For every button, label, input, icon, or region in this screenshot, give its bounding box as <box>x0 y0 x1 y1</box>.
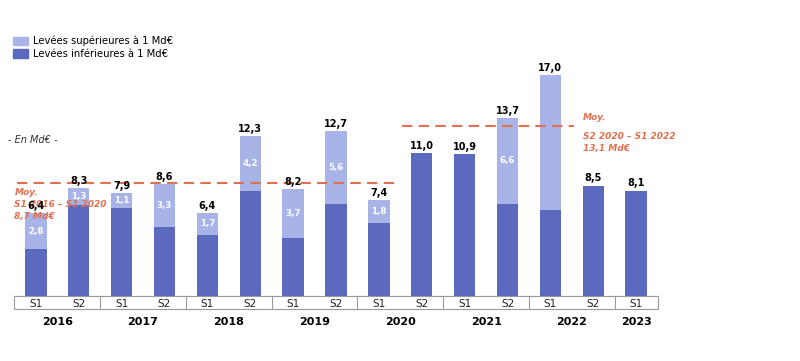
Text: S2 2020 – S1 2022: S2 2020 – S1 2022 <box>582 132 675 141</box>
Bar <box>239 191 261 296</box>
Text: Moy.: Moy. <box>582 113 606 122</box>
Text: 8,7 Md€: 8,7 Md€ <box>14 212 55 221</box>
Text: 1,8: 1,8 <box>371 207 386 216</box>
Bar <box>626 191 647 296</box>
Text: 8,5: 8,5 <box>585 173 602 183</box>
Bar <box>497 204 518 296</box>
Text: 1,3: 1,3 <box>71 192 86 201</box>
Bar <box>454 155 475 296</box>
Text: 4,2: 4,2 <box>242 159 258 168</box>
Text: 8,6: 8,6 <box>156 172 173 182</box>
Bar <box>540 210 561 296</box>
Text: 13,1 Md€: 13,1 Md€ <box>582 144 630 153</box>
Text: 1,7: 1,7 <box>200 219 215 229</box>
Bar <box>282 238 304 296</box>
Text: 6,6: 6,6 <box>500 156 515 165</box>
Text: 7,4: 7,4 <box>370 187 387 197</box>
Bar <box>326 204 346 296</box>
Text: 6,4: 6,4 <box>198 200 216 210</box>
Text: 10,9: 10,9 <box>453 142 477 152</box>
Text: S1 2016 – S1 2020: S1 2016 – S1 2020 <box>14 200 107 209</box>
Bar <box>540 75 561 210</box>
Bar <box>368 223 390 296</box>
Text: 11,0: 11,0 <box>410 141 434 151</box>
Bar <box>197 235 218 296</box>
Bar <box>197 213 218 235</box>
Text: 3,7: 3,7 <box>286 209 301 218</box>
Text: 7,9: 7,9 <box>113 181 130 191</box>
Text: 2023: 2023 <box>621 317 651 327</box>
Text: 5,6: 5,6 <box>328 163 344 172</box>
Bar <box>154 227 175 296</box>
Text: 8,1: 8,1 <box>627 178 645 188</box>
Bar <box>326 131 346 204</box>
Bar <box>68 205 90 296</box>
Bar <box>111 193 132 208</box>
Text: 2019: 2019 <box>299 317 330 327</box>
Text: 2022: 2022 <box>556 317 587 327</box>
Text: 12,7: 12,7 <box>324 119 348 129</box>
Text: 3,3: 3,3 <box>157 201 172 210</box>
Bar <box>411 153 433 296</box>
Text: 12,3: 12,3 <box>238 124 262 134</box>
Text: 2020: 2020 <box>385 317 416 327</box>
Bar <box>582 186 604 296</box>
Bar <box>111 208 132 296</box>
Text: 6,4: 6,4 <box>27 200 45 210</box>
Text: 2016: 2016 <box>42 317 73 327</box>
Text: 2017: 2017 <box>128 317 158 327</box>
Bar <box>497 118 518 204</box>
Text: 2,8: 2,8 <box>28 227 43 235</box>
Bar <box>282 190 304 238</box>
Bar <box>25 213 46 249</box>
Bar <box>368 200 390 223</box>
Text: 8,2: 8,2 <box>285 177 302 187</box>
Text: 8,3: 8,3 <box>70 176 87 186</box>
Text: 17,0: 17,0 <box>538 63 562 73</box>
Legend: Levées supérieures à 1 Md€, Levées inférieures à 1 Md€: Levées supérieures à 1 Md€, Levées infér… <box>13 36 173 59</box>
Text: 13,7: 13,7 <box>495 106 519 116</box>
Text: - En Md€ -: - En Md€ - <box>8 135 58 145</box>
Text: Moy.: Moy. <box>14 188 38 197</box>
Bar <box>25 249 46 296</box>
Text: 2021: 2021 <box>470 317 502 327</box>
Bar <box>68 188 90 205</box>
Bar <box>239 136 261 191</box>
Text: 2018: 2018 <box>214 317 244 327</box>
Text: 1,1: 1,1 <box>114 196 130 205</box>
Bar <box>154 184 175 227</box>
